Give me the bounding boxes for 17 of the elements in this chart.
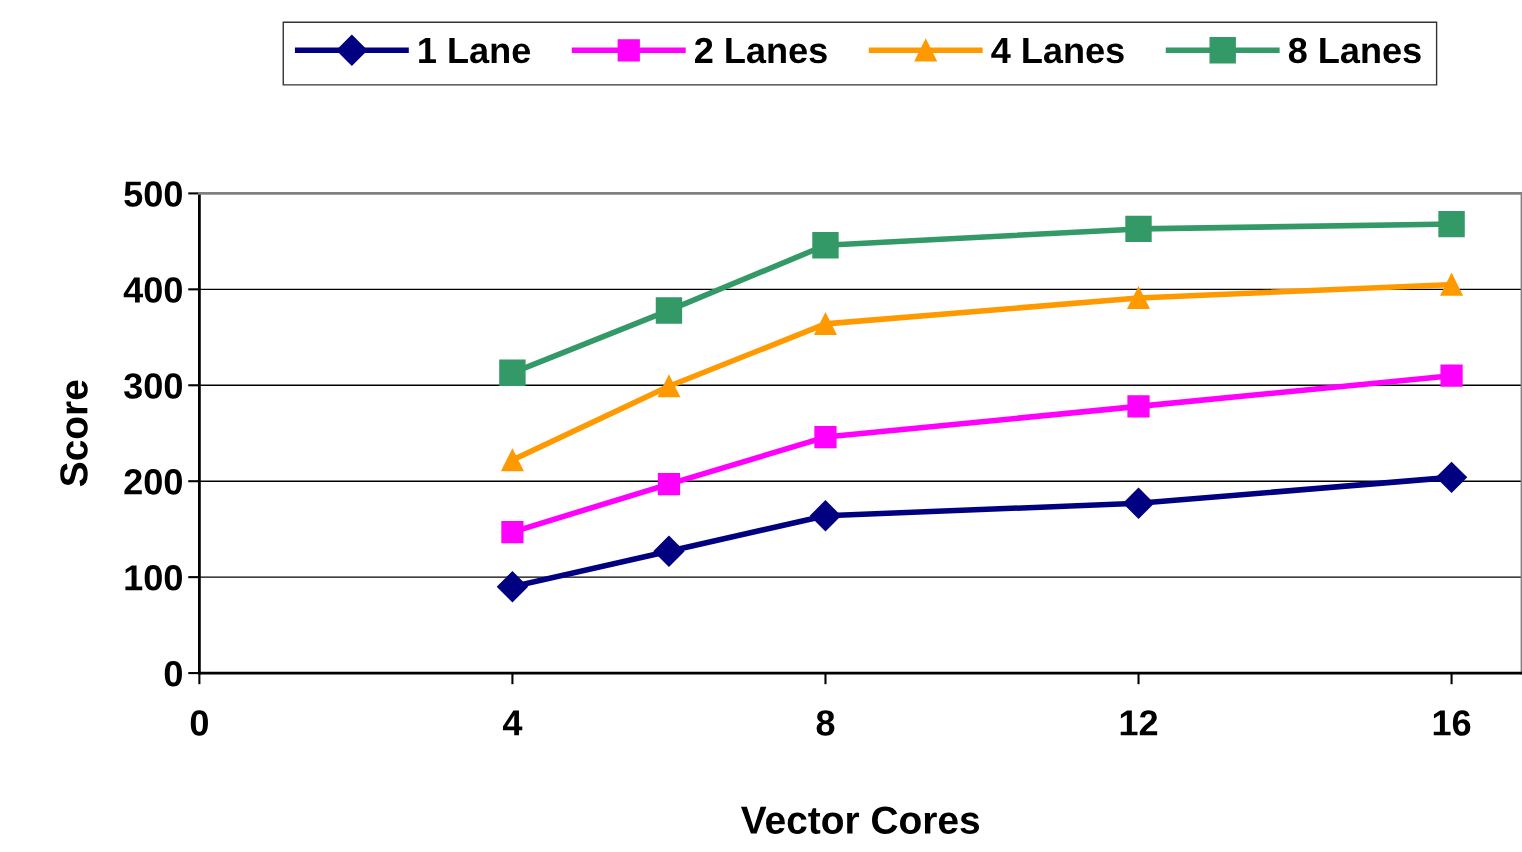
legend-label: 2 Lanes — [695, 37, 827, 64]
x-axis-title: Vector Cores — [741, 806, 980, 834]
y-tick-label: 0 — [164, 660, 182, 687]
y-tick-label: 100 — [125, 565, 182, 591]
y-tick-label: 200 — [124, 469, 182, 495]
legend-label: 1 Lane — [419, 38, 531, 64]
x-tick-label: 16 — [1433, 710, 1471, 736]
x-tick-label: 12 — [1120, 710, 1158, 736]
y-tick-label: 500 — [124, 181, 182, 207]
x-tick-label: 8 — [816, 710, 835, 736]
legend-label: 4 Lanes — [991, 38, 1124, 64]
y-tick-label: 300 — [124, 373, 182, 399]
legend-label: 8 Lanes — [1288, 37, 1421, 64]
x-tick-label: 0 — [190, 710, 208, 736]
y-tick-label: 400 — [123, 277, 182, 303]
y-axis-title: Score — [60, 380, 88, 487]
x-tick-label: 4 — [502, 710, 523, 736]
